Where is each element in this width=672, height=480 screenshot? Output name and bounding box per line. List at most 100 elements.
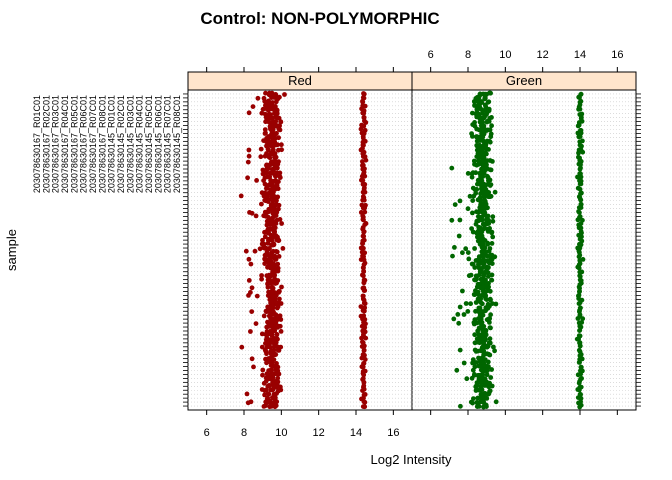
y-axis-label: sample bbox=[4, 229, 19, 271]
data-point bbox=[472, 265, 478, 270]
data-point bbox=[470, 210, 475, 216]
data-point bbox=[253, 321, 259, 326]
data-point bbox=[578, 197, 583, 203]
data-point bbox=[275, 379, 280, 384]
data-point bbox=[272, 394, 277, 400]
data-point bbox=[272, 213, 277, 219]
data-point bbox=[482, 126, 487, 132]
data-point bbox=[362, 357, 368, 362]
data-point bbox=[456, 233, 462, 239]
sample-label: 203078630145_R03C01 bbox=[125, 95, 135, 193]
data-point bbox=[488, 297, 493, 303]
data-point bbox=[260, 171, 266, 177]
data-point bbox=[360, 154, 366, 160]
data-point bbox=[576, 209, 581, 214]
data-point bbox=[463, 246, 469, 252]
data-point bbox=[467, 193, 473, 199]
sample-label: 203078630167_R07C01 bbox=[88, 95, 98, 193]
data-point bbox=[482, 102, 488, 108]
data-point bbox=[254, 293, 260, 299]
data-point bbox=[488, 90, 493, 96]
data-point bbox=[259, 273, 264, 278]
data-point bbox=[578, 221, 584, 227]
data-point bbox=[472, 332, 478, 338]
data-point bbox=[246, 256, 252, 262]
x-tick-label: 12 bbox=[313, 427, 325, 439]
data-point bbox=[575, 174, 580, 180]
sample-label: 203078630145_R01C01 bbox=[107, 95, 117, 193]
data-point bbox=[478, 324, 484, 329]
data-point bbox=[248, 329, 253, 334]
data-point bbox=[474, 339, 480, 345]
data-point bbox=[270, 403, 276, 408]
data-point bbox=[492, 189, 498, 195]
data-point bbox=[269, 300, 275, 306]
data-point bbox=[259, 276, 264, 282]
data-point bbox=[359, 335, 364, 341]
data-point bbox=[482, 367, 488, 373]
data-point bbox=[477, 138, 483, 143]
data-point bbox=[479, 301, 485, 307]
data-point bbox=[274, 202, 279, 207]
data-point bbox=[488, 167, 494, 173]
data-point bbox=[260, 367, 266, 373]
data-point bbox=[271, 94, 277, 100]
data-point bbox=[580, 316, 586, 322]
data-point bbox=[278, 329, 284, 334]
data-point bbox=[261, 404, 267, 409]
data-point bbox=[476, 161, 481, 167]
x-tick-label: 10 bbox=[499, 49, 511, 61]
data-point bbox=[455, 312, 461, 317]
data-point bbox=[263, 399, 269, 405]
data-point bbox=[471, 320, 477, 325]
x-tick-label: 14 bbox=[574, 49, 586, 61]
data-point bbox=[273, 221, 279, 226]
data-point bbox=[484, 351, 490, 357]
data-point bbox=[360, 98, 365, 104]
data-point bbox=[468, 301, 473, 307]
data-point bbox=[490, 218, 496, 224]
data-point bbox=[271, 264, 277, 270]
data-point bbox=[487, 194, 493, 200]
data-point bbox=[484, 344, 489, 349]
data-point bbox=[267, 115, 273, 121]
data-point bbox=[577, 343, 583, 349]
data-point bbox=[576, 122, 582, 128]
data-point bbox=[362, 260, 368, 266]
data-point bbox=[471, 99, 477, 104]
data-point bbox=[489, 256, 495, 262]
data-point bbox=[268, 126, 273, 132]
data-point bbox=[478, 276, 484, 282]
data-point bbox=[470, 110, 475, 116]
data-point bbox=[472, 103, 477, 108]
data-point bbox=[463, 301, 469, 306]
data-point bbox=[361, 217, 366, 223]
data-point bbox=[272, 110, 277, 116]
data-point bbox=[452, 245, 457, 250]
data-point bbox=[358, 257, 364, 262]
data-point bbox=[485, 229, 491, 234]
data-point bbox=[246, 110, 252, 116]
data-point bbox=[487, 139, 493, 145]
data-point bbox=[249, 309, 255, 314]
data-point bbox=[577, 95, 582, 101]
data-point bbox=[577, 273, 583, 279]
data-point bbox=[270, 375, 276, 381]
data-point bbox=[483, 213, 489, 218]
data-point bbox=[276, 238, 282, 244]
data-point bbox=[270, 292, 276, 297]
data-point bbox=[465, 309, 471, 314]
data-point bbox=[266, 276, 272, 282]
data-point bbox=[273, 154, 279, 160]
data-point bbox=[472, 347, 478, 353]
data-point bbox=[477, 272, 482, 278]
data-point bbox=[457, 347, 463, 353]
data-point bbox=[262, 127, 268, 132]
data-point bbox=[482, 95, 488, 101]
data-point bbox=[577, 102, 583, 108]
data-point bbox=[484, 110, 490, 116]
data-point bbox=[277, 174, 283, 179]
data-point bbox=[489, 241, 495, 246]
data-point bbox=[273, 367, 279, 373]
data-point bbox=[362, 343, 367, 349]
